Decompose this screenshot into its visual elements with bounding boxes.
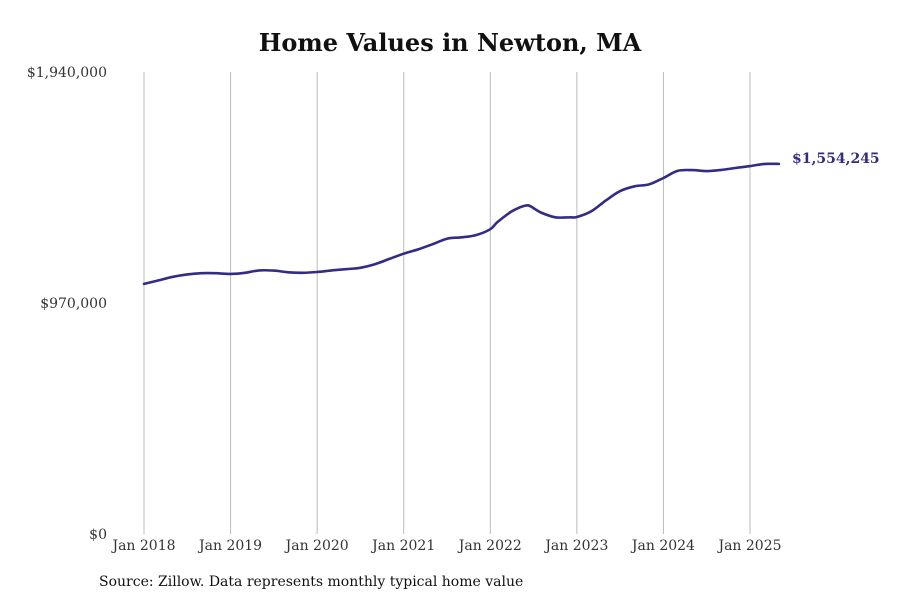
data-point	[605, 199, 607, 201]
data-point	[143, 283, 145, 285]
data-point	[619, 190, 621, 192]
x-tick-label: Jan 2020	[284, 538, 349, 554]
data-point	[172, 276, 174, 278]
x-tick-label: Jan 2024	[630, 538, 695, 554]
data-point	[330, 269, 332, 271]
data-point	[244, 272, 246, 274]
data-point	[496, 221, 498, 223]
grid-lines	[143, 72, 751, 534]
data-point	[554, 216, 556, 218]
x-tick-label: Jan 2021	[370, 538, 435, 554]
data-point	[706, 170, 708, 172]
data-point	[345, 268, 347, 270]
data-point	[374, 263, 376, 265]
data-point	[633, 185, 635, 187]
data-point	[525, 204, 527, 206]
data-point	[568, 216, 570, 218]
end-value-label: $1,554,245	[792, 151, 880, 167]
data-point	[734, 167, 736, 169]
data-point	[215, 272, 217, 274]
series-line-home-value	[142, 162, 781, 286]
data-point	[359, 267, 361, 269]
data-point	[201, 272, 203, 274]
annotation-layer: $1,554,245	[792, 151, 880, 167]
data-point	[186, 273, 188, 275]
chart-title: Home Values in Newton, MA	[258, 28, 642, 57]
data-point	[258, 269, 260, 271]
data-point	[691, 169, 693, 171]
data-point	[302, 272, 304, 274]
data-point	[763, 163, 765, 165]
data-point	[532, 207, 534, 209]
x-tick-label: Jan 2023	[543, 538, 608, 554]
data-point	[778, 163, 780, 165]
data-point	[403, 253, 405, 255]
y-tick-label: $970,000	[40, 296, 107, 312]
data-point	[662, 177, 664, 179]
data-point	[287, 271, 289, 273]
data-point	[489, 228, 491, 230]
data-point	[417, 248, 419, 250]
y-tick-label: $0	[89, 527, 107, 543]
data-point	[576, 216, 578, 218]
data-point	[316, 271, 318, 273]
data-point	[431, 243, 433, 245]
data-point	[720, 169, 722, 171]
data-point	[648, 183, 650, 185]
x-tick-label: Jan 2025	[716, 538, 781, 554]
data-point	[157, 279, 159, 281]
data-point	[511, 210, 513, 212]
x-tick-label: Jan 2019	[197, 538, 262, 554]
x-axis-ticks: Jan 2018 Jan 2019 Jan 2020 Jan 2021 Jan 2022…	[110, 538, 781, 554]
data-point	[229, 273, 231, 275]
y-tick-label: $1,940,000	[27, 65, 107, 81]
data-point	[273, 269, 275, 271]
data-point	[677, 170, 679, 172]
data-point	[540, 211, 542, 213]
data-point	[460, 236, 462, 238]
data-point	[446, 238, 448, 240]
x-tick-label: Jan 2022	[457, 538, 522, 554]
data-point	[590, 210, 592, 212]
data-point	[388, 258, 390, 260]
data-point	[749, 165, 751, 167]
chart-source-note: Source: Zillow. Data represents monthly …	[99, 574, 524, 590]
series-layer	[142, 162, 781, 286]
y-axis-ticks: $0 $970,000 $1,940,000	[27, 65, 107, 543]
x-tick-label: Jan 2018	[110, 538, 175, 554]
data-point	[475, 234, 477, 236]
